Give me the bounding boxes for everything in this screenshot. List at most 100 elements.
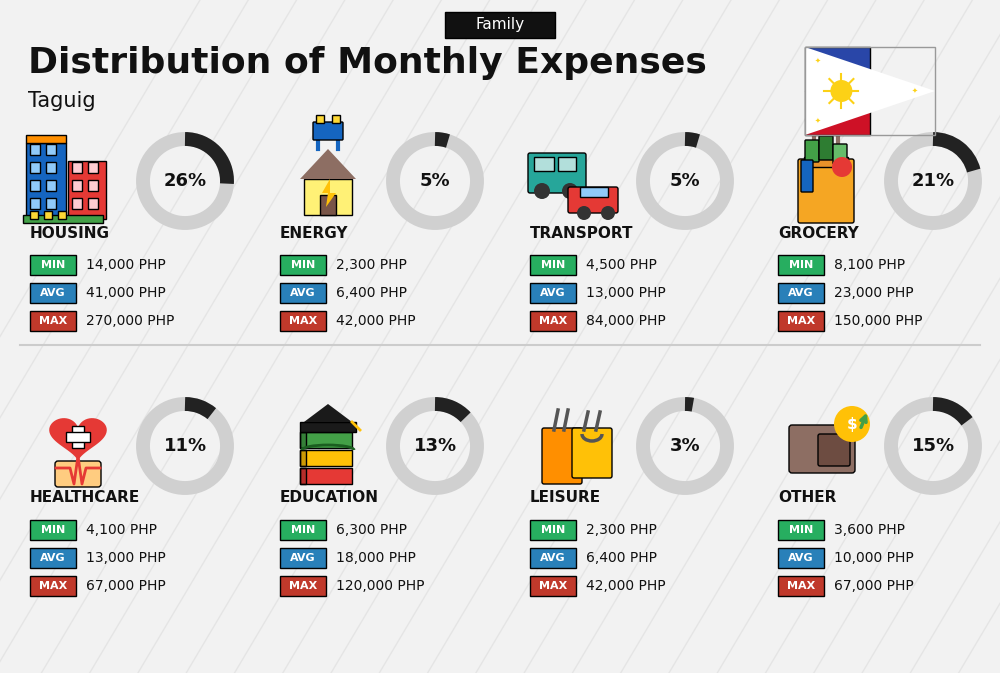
FancyBboxPatch shape [558,157,576,171]
FancyBboxPatch shape [280,548,326,568]
FancyBboxPatch shape [30,520,76,540]
Text: 42,000 PHP: 42,000 PHP [586,579,666,593]
FancyBboxPatch shape [300,468,352,484]
FancyBboxPatch shape [530,255,576,275]
Circle shape [830,80,852,102]
FancyBboxPatch shape [280,255,326,275]
Text: OTHER: OTHER [778,491,836,505]
Text: AVG: AVG [540,288,566,298]
Circle shape [562,183,578,199]
FancyBboxPatch shape [805,91,870,135]
Text: 13,000 PHP: 13,000 PHP [586,286,666,300]
Text: Family: Family [475,17,525,32]
Text: 6,300 PHP: 6,300 PHP [336,523,407,537]
Polygon shape [49,418,107,462]
FancyBboxPatch shape [30,576,76,596]
Text: MIN: MIN [789,525,813,535]
Text: ✦: ✦ [912,88,918,94]
FancyBboxPatch shape [805,140,819,162]
FancyBboxPatch shape [778,520,824,540]
Text: Distribution of Monthly Expenses: Distribution of Monthly Expenses [28,46,707,80]
FancyBboxPatch shape [300,468,306,484]
FancyBboxPatch shape [316,115,324,123]
FancyBboxPatch shape [44,211,52,219]
FancyBboxPatch shape [530,548,576,568]
FancyBboxPatch shape [304,179,352,215]
Text: AVG: AVG [788,288,814,298]
FancyBboxPatch shape [46,198,56,209]
FancyBboxPatch shape [280,520,326,540]
FancyBboxPatch shape [88,198,98,209]
Text: MAX: MAX [39,316,67,326]
FancyBboxPatch shape [55,461,101,487]
FancyBboxPatch shape [805,47,870,91]
Text: 6,400 PHP: 6,400 PHP [586,551,657,565]
FancyBboxPatch shape [72,180,82,191]
FancyBboxPatch shape [320,195,336,215]
Text: EDUCATION: EDUCATION [280,491,379,505]
FancyBboxPatch shape [528,153,586,193]
FancyBboxPatch shape [804,157,848,167]
Polygon shape [300,149,356,179]
FancyBboxPatch shape [66,432,90,442]
Text: 4,500 PHP: 4,500 PHP [586,258,657,272]
FancyBboxPatch shape [530,311,576,331]
FancyBboxPatch shape [30,311,76,331]
Text: AVG: AVG [40,553,66,563]
FancyBboxPatch shape [778,548,824,568]
FancyBboxPatch shape [778,311,824,331]
Text: 42,000 PHP: 42,000 PHP [336,314,416,328]
FancyBboxPatch shape [68,161,106,219]
FancyBboxPatch shape [313,122,343,140]
Text: 67,000 PHP: 67,000 PHP [834,579,914,593]
Text: MIN: MIN [41,525,65,535]
Circle shape [832,157,852,177]
FancyBboxPatch shape [819,136,833,160]
Text: 4,100 PHP: 4,100 PHP [86,523,157,537]
FancyBboxPatch shape [300,450,352,466]
Text: MIN: MIN [541,525,565,535]
FancyBboxPatch shape [88,180,98,191]
FancyBboxPatch shape [30,548,76,568]
FancyBboxPatch shape [530,520,576,540]
FancyBboxPatch shape [72,426,84,448]
Text: MIN: MIN [291,260,315,270]
FancyBboxPatch shape [300,432,306,448]
Text: 8,100 PHP: 8,100 PHP [834,258,905,272]
FancyBboxPatch shape [26,135,66,143]
FancyBboxPatch shape [46,162,56,173]
FancyBboxPatch shape [818,434,850,466]
Text: AVG: AVG [788,553,814,563]
FancyBboxPatch shape [30,211,38,219]
Text: 2,300 PHP: 2,300 PHP [336,258,407,272]
Text: MIN: MIN [41,260,65,270]
FancyBboxPatch shape [72,162,82,173]
Text: 13%: 13% [413,437,457,455]
Text: ✦: ✦ [815,58,821,64]
Text: MAX: MAX [787,316,815,326]
Text: 270,000 PHP: 270,000 PHP [86,314,174,328]
Circle shape [601,206,615,220]
Text: ✦: ✦ [815,118,821,124]
FancyBboxPatch shape [332,115,340,123]
Circle shape [834,406,870,442]
Text: 67,000 PHP: 67,000 PHP [86,579,166,593]
FancyBboxPatch shape [58,211,66,219]
Text: HEALTHCARE: HEALTHCARE [30,491,140,505]
FancyBboxPatch shape [46,144,56,155]
FancyBboxPatch shape [778,576,824,596]
FancyBboxPatch shape [300,432,352,448]
FancyBboxPatch shape [30,144,40,155]
Circle shape [534,183,550,199]
Text: MAX: MAX [787,581,815,591]
FancyBboxPatch shape [23,215,103,223]
Text: ENERGY: ENERGY [280,225,349,240]
Text: AVG: AVG [40,288,66,298]
FancyBboxPatch shape [26,143,66,219]
Text: AVG: AVG [290,553,316,563]
Text: 14,000 PHP: 14,000 PHP [86,258,166,272]
FancyBboxPatch shape [778,255,824,275]
Text: TRANSPORT: TRANSPORT [530,225,634,240]
FancyBboxPatch shape [530,576,576,596]
Polygon shape [304,404,352,422]
